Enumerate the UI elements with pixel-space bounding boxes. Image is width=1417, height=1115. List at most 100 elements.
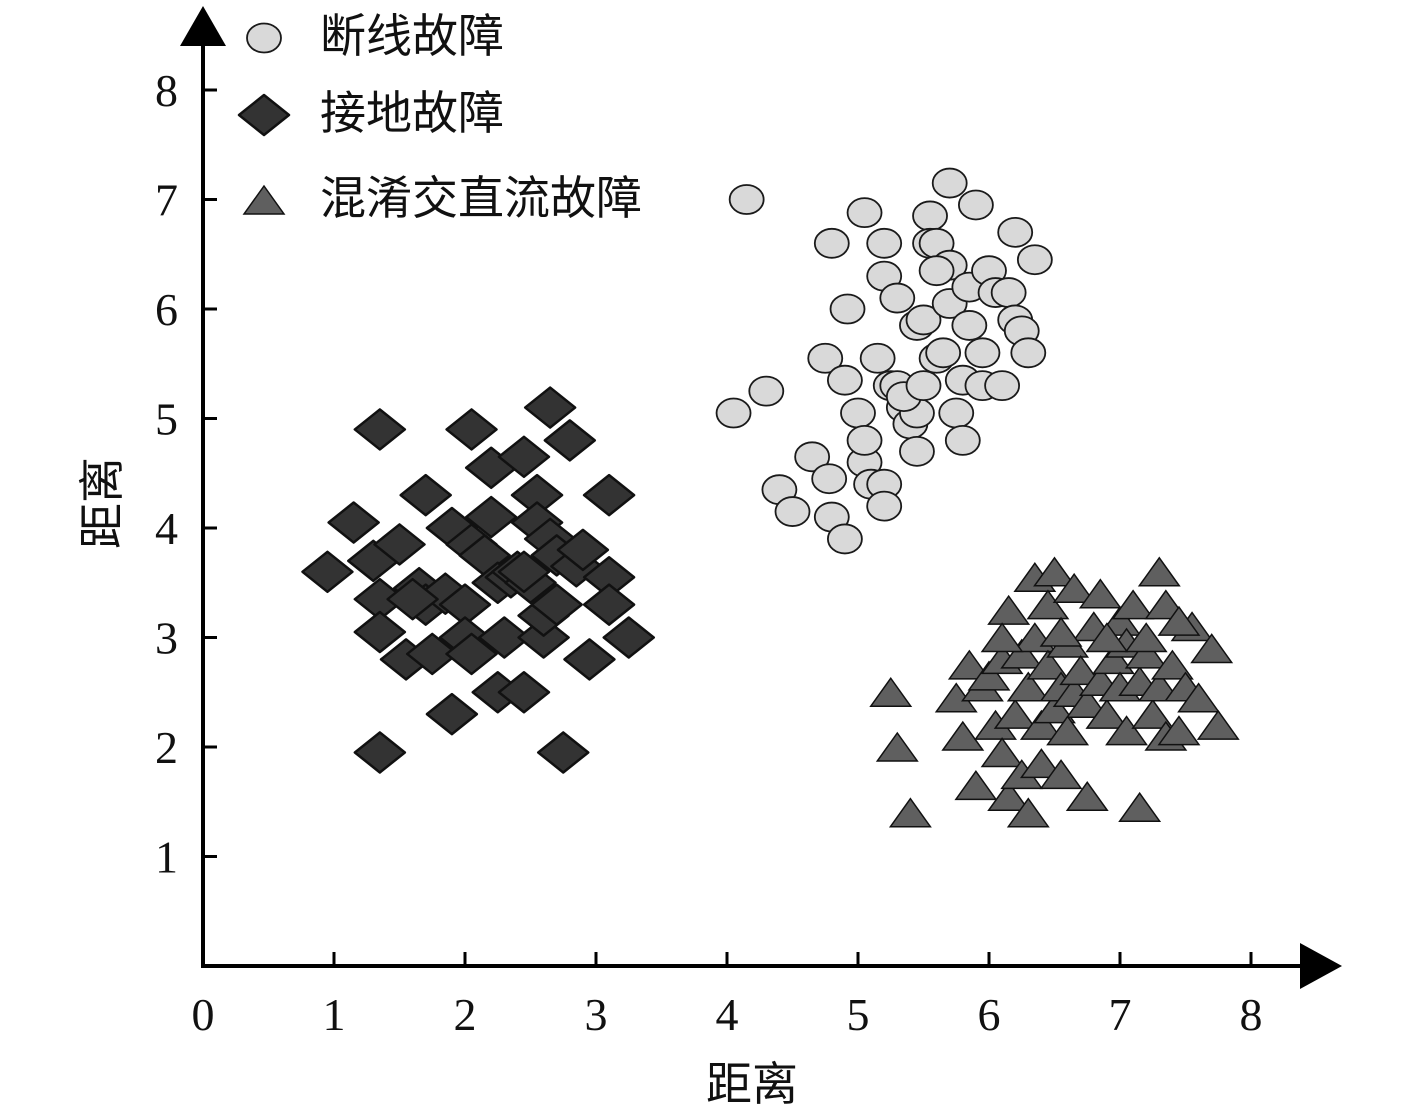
triangle-data-point [1006,671,1050,702]
x-tick-label: 4 [716,989,739,1040]
x-tick-label: 6 [978,989,1001,1040]
circle-data-point [997,216,1034,248]
triangle-data-point [1157,605,1201,636]
circle-data-point [794,441,831,473]
circle-data-point [925,337,962,369]
series-diamond [301,386,655,774]
triangle-data-point [1124,638,1168,669]
diamond-data-point [445,408,498,451]
circle-data-point [1010,337,1047,369]
triangle-data-point [1033,556,1076,587]
diamond-data-point [563,638,616,681]
diamond-data-point [301,550,354,594]
diamond-data-point [556,528,610,572]
diamond-data-point [353,610,407,654]
circle-data-point [866,227,903,259]
diamond-data-point [353,731,407,774]
circle-data-point [931,167,968,199]
series-circle [715,167,1053,555]
circle-data-point [748,375,785,407]
triangle-data-point [1150,649,1194,680]
diamond-data-point [497,435,551,479]
diamond-data-point [327,501,380,544]
diamond-data-point [582,583,636,626]
triangle-data-point [1105,715,1149,746]
legend-item: 混淆交直流故障 [242,171,642,225]
circle-data-point [1016,244,1053,276]
circle-data-point [728,184,765,215]
legend-label: 接地故障 [320,86,504,140]
circle-data-point [964,337,1001,369]
triangle-data-point [1085,698,1129,729]
triangle-data-point [947,649,991,680]
triangle-data-point [967,660,1011,691]
triangle-data-point [1006,797,1050,828]
triangle-data-point [1196,709,1240,740]
triangle-data-point [980,622,1024,653]
triangle-data-point [1026,649,1070,680]
y-tick-label: 1 [155,832,178,883]
y-tick-label: 5 [155,394,178,445]
circle-data-point [827,523,863,555]
circle-data-point [944,424,981,456]
triangle-data-point [888,797,932,828]
diamond-data-point [406,632,459,676]
triangle-data-point [1000,638,1044,669]
x-axis-arrowhead [1300,943,1342,989]
triangle-data-point [1019,748,1063,779]
y-axis-title: 距离 [75,457,129,549]
triangle-data-point [1019,709,1063,740]
y-tick-label: 7 [155,175,178,226]
y-tick-label: 8 [155,65,178,116]
x-tick-label: 8 [1240,989,1263,1040]
circle-data-point [859,342,896,374]
y-tick-label: 4 [155,503,178,554]
diamond-data-point [537,731,590,774]
triangle-data-point [1091,644,1135,675]
diamond-data-point [478,616,531,659]
circle-data-point [918,255,955,287]
diamond-data-point [497,671,551,714]
diamond-data-point [523,386,577,429]
legend-diamond-symbol [237,93,291,137]
circle-data-point [990,277,1027,308]
y-axis-arrowhead [180,6,226,46]
circle-data-point [879,282,916,314]
y-tick-label: 2 [155,722,178,773]
triangle-data-point [1111,589,1155,620]
diamond-data-point [386,577,439,621]
triangle-data-point [1059,655,1103,686]
circle-data-point [774,496,811,527]
circle-data-point [912,200,948,232]
x-tick-label: 0 [192,989,215,1040]
triangle-data-point [1033,693,1076,724]
circle-data-point [938,397,975,429]
circle-data-point [715,397,752,429]
triangle-data-point [987,594,1031,625]
triangle-data-point [987,780,1031,812]
diamond-data-point [353,408,407,451]
triangle-data-point [1039,759,1083,790]
triangle-data-point [1026,589,1070,620]
triangle-data-point [1124,622,1168,653]
triangle-data-point [875,731,919,762]
x-tick-label: 1 [323,989,346,1040]
triangle-data-point [980,737,1024,768]
triangle-data-point [1085,622,1129,653]
circle-data-point [951,310,988,341]
triangle-data-point [1131,698,1175,729]
triangle-data-point [1065,687,1109,718]
circle-data-point [846,424,883,456]
x-tick-label: 2 [454,989,477,1040]
triangle-data-point [941,720,985,751]
triangle-data-point [1177,682,1221,713]
diamond-data-point [582,473,636,517]
y-ticks: 1 2 3 4 5 6 7 8 [155,65,217,883]
legend-item: 接地故障 [237,86,504,140]
circle-data-point [846,197,883,229]
diamond-data-point [497,550,551,594]
x-axis-title: 距离 [706,1057,798,1111]
triangle-data-point [993,698,1037,729]
